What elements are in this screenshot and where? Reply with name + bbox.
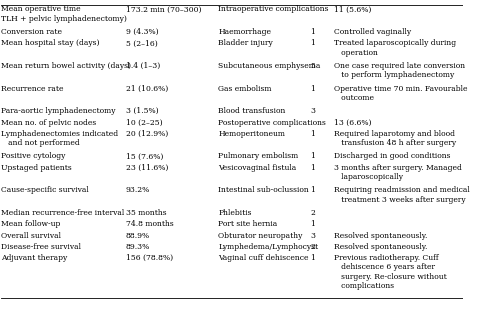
Text: 35 months: 35 months: [126, 209, 167, 217]
Text: Adjuvant therapy: Adjuvant therapy: [1, 254, 68, 262]
Text: 1: 1: [311, 39, 316, 47]
Text: Para-aortic lymphadenectomy: Para-aortic lymphadenectomy: [1, 107, 116, 115]
Text: Positive cytology: Positive cytology: [1, 152, 66, 160]
Text: 20 (12.9%): 20 (12.9%): [126, 130, 168, 138]
Text: 2: 2: [311, 243, 316, 251]
Text: Cause-specific survival: Cause-specific survival: [1, 186, 89, 194]
Text: Treated laparoscopically during
   operation: Treated laparoscopically during operatio…: [334, 39, 456, 57]
Text: 1: 1: [311, 186, 316, 194]
Text: Vaginal cuff dehiscence: Vaginal cuff dehiscence: [218, 254, 309, 262]
Text: 1: 1: [311, 85, 316, 93]
Text: 5: 5: [311, 62, 316, 70]
Text: 1: 1: [311, 164, 316, 172]
Text: Discharged in good conditions: Discharged in good conditions: [334, 152, 450, 160]
Text: Mean no. of pelvic nodes: Mean no. of pelvic nodes: [1, 118, 97, 127]
Text: 156 (78.8%): 156 (78.8%): [126, 254, 173, 262]
Text: Operative time 70 min. Favourable
   outcome: Operative time 70 min. Favourable outcom…: [334, 85, 467, 102]
Text: Intestinal sub-oclussion: Intestinal sub-oclussion: [218, 186, 309, 194]
Text: 21 (10.6%): 21 (10.6%): [126, 85, 168, 93]
Text: 1: 1: [311, 152, 316, 160]
Text: Mean hospital stay (days): Mean hospital stay (days): [1, 39, 100, 47]
Text: Upstaged patients: Upstaged patients: [1, 164, 72, 172]
Text: 1: 1: [311, 220, 316, 228]
Text: 10 (2–25): 10 (2–25): [126, 118, 163, 127]
Text: 13 (6.6%): 13 (6.6%): [334, 118, 371, 127]
Text: Resolved spontaneously.: Resolved spontaneously.: [334, 232, 427, 240]
Text: Port site hernia: Port site hernia: [218, 220, 278, 228]
Text: Phlebitis: Phlebitis: [218, 209, 252, 217]
Text: Mean follow-up: Mean follow-up: [1, 220, 61, 228]
Text: Gas embolism: Gas embolism: [218, 85, 272, 93]
Text: 15 (7.6%): 15 (7.6%): [126, 152, 163, 160]
Text: Required laparotomy and blood
   transfusion 48 h after surgery: Required laparotomy and blood transfusio…: [334, 130, 456, 147]
Text: Intraoperative complications: Intraoperative complications: [218, 5, 329, 14]
Text: Pulmonary embolism: Pulmonary embolism: [218, 152, 299, 160]
Text: Overall survival: Overall survival: [1, 232, 62, 240]
Text: Requiring readmission and medical
   treatment 3 weeks after surgery: Requiring readmission and medical treatm…: [334, 186, 469, 203]
Text: Haemorrhage: Haemorrhage: [218, 28, 271, 36]
Text: 3 months after surgery. Managed
   laparoscopically: 3 months after surgery. Managed laparosc…: [334, 164, 461, 181]
Text: Mean operative time
TLH + pelvic lymphadenectomy): Mean operative time TLH + pelvic lymphad…: [1, 5, 127, 23]
Text: 11 (5.6%): 11 (5.6%): [334, 5, 371, 14]
Text: Previous radiotherapy. Cuff
   dehiscence 6 years after
   surgery. Re-closure w: Previous radiotherapy. Cuff dehiscence 6…: [334, 254, 446, 290]
Text: Subcutaneous emphysema: Subcutaneous emphysema: [218, 62, 320, 70]
Text: Disease-free survival: Disease-free survival: [1, 243, 81, 251]
Text: Lymphedema/Lymphocyst: Lymphedema/Lymphocyst: [218, 243, 318, 251]
Text: One case required late conversion
   to perform lymphadenectomy: One case required late conversion to per…: [334, 62, 465, 79]
Text: Postoperative complications: Postoperative complications: [218, 118, 326, 127]
Text: 3 (1.5%): 3 (1.5%): [126, 107, 159, 115]
Text: Vesicovaginal fistula: Vesicovaginal fistula: [218, 164, 296, 172]
Text: Controlled vaginally: Controlled vaginally: [334, 28, 411, 36]
Text: 89.3%: 89.3%: [126, 243, 150, 251]
Text: Blood transfusion: Blood transfusion: [218, 107, 285, 115]
Text: 88.9%: 88.9%: [126, 232, 150, 240]
Text: 9 (4.3%): 9 (4.3%): [126, 28, 159, 36]
Text: 2: 2: [311, 209, 316, 217]
Text: 74.8 months: 74.8 months: [126, 220, 174, 228]
Text: 1: 1: [311, 130, 316, 138]
Text: Bladder injury: Bladder injury: [218, 39, 273, 47]
Text: 93.2%: 93.2%: [126, 186, 150, 194]
Text: 1: 1: [311, 28, 316, 36]
Text: 1.4 (1–3): 1.4 (1–3): [126, 62, 160, 70]
Text: Hemoperitoneum: Hemoperitoneum: [218, 130, 285, 138]
Text: Conversion rate: Conversion rate: [1, 28, 63, 36]
Text: 23 (11.6%): 23 (11.6%): [126, 164, 168, 172]
Text: Recurrence rate: Recurrence rate: [1, 85, 64, 93]
Text: 3: 3: [311, 107, 316, 115]
Text: 5 (2–16): 5 (2–16): [126, 39, 158, 47]
Text: 1: 1: [311, 254, 316, 262]
Text: 173.2 min (70–300): 173.2 min (70–300): [126, 5, 202, 14]
Text: Lymphadenectomies indicated
   and not performed: Lymphadenectomies indicated and not perf…: [1, 130, 118, 147]
Text: 3: 3: [311, 232, 316, 240]
Text: Mean return bowel activity (days): Mean return bowel activity (days): [1, 62, 132, 70]
Text: Resolved spontaneously.: Resolved spontaneously.: [334, 243, 427, 251]
Text: Obturator neuropathy: Obturator neuropathy: [218, 232, 303, 240]
Text: Median recurrence-free interval: Median recurrence-free interval: [1, 209, 125, 217]
